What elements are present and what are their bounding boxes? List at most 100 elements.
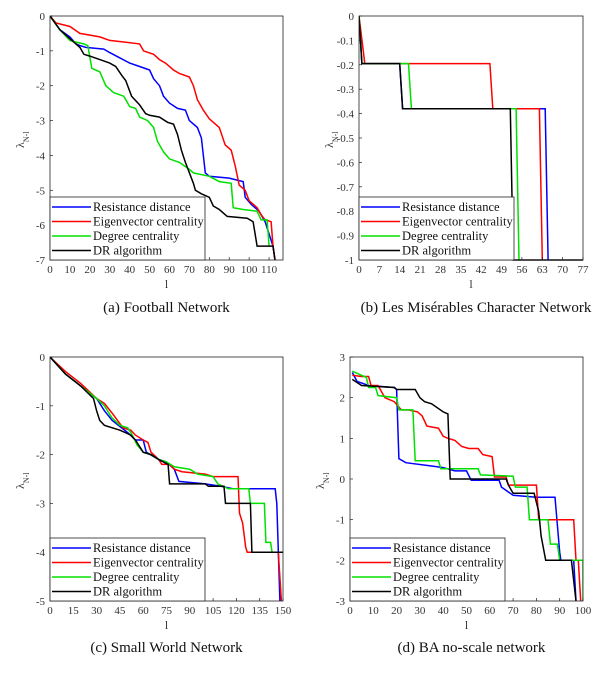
y-axis-label: λN-l: [322, 131, 340, 148]
legend-entry: Resistance distance: [402, 200, 500, 214]
y-tick-label: -0.2: [337, 60, 354, 72]
x-tick-label: 50: [144, 264, 156, 276]
y-tick-label: -1: [36, 46, 45, 58]
y-tick-label: 3: [340, 352, 346, 364]
y-tick-label: -0.9: [337, 231, 355, 243]
x-tick-label: 100: [575, 605, 592, 617]
legend-entry: Degree centrality: [402, 229, 489, 243]
x-tick-label: 90: [224, 264, 236, 276]
y-tick-label: -7: [36, 255, 46, 267]
series-line-dr-algorithm: [50, 356, 283, 553]
y-tick-label: -0.4: [337, 109, 355, 121]
y-tick-label: 0: [349, 11, 355, 23]
y-tick-label: -3: [336, 596, 346, 608]
x-tick-label: 70: [184, 264, 196, 276]
y-tick-label: 0: [40, 11, 46, 23]
series-line-dr-algorithm: [351, 378, 577, 602]
x-tick-label: 28: [435, 264, 447, 276]
y-axis-label: λN-l: [13, 472, 31, 489]
legend-entry: Eigenvector centrality: [393, 556, 504, 570]
series-line-eigenvector-centrality: [352, 374, 582, 602]
y-tick-label: -0.1: [337, 35, 354, 47]
x-tick-label: 35: [455, 264, 467, 276]
x-tick-label: 10: [64, 264, 76, 276]
x-tick-label: 7: [377, 264, 383, 276]
x-tick-label: 42: [476, 264, 487, 276]
series-line-eigenvector-centrality: [50, 356, 283, 602]
x-tick-label: 20: [391, 605, 403, 617]
series-line-dr-algorithm: [50, 15, 276, 261]
x-axis-label: l: [469, 277, 473, 291]
legend-entry: Eigenvector centrality: [402, 215, 513, 229]
x-tick-label: 60: [138, 605, 150, 617]
x-tick-label: 63: [537, 264, 549, 276]
x-tick-label: 135: [251, 605, 268, 617]
x-axis-label: l: [165, 277, 169, 291]
x-tick-label: 50: [461, 605, 473, 617]
legend-entry: Eigenvector centrality: [93, 215, 204, 229]
x-axis-label: l: [465, 618, 469, 632]
y-axis-label-subscript: N-l: [331, 131, 340, 142]
y-tick-label: -1: [36, 401, 45, 413]
legend-entry: Resistance distance: [393, 541, 491, 555]
x-tick-label: 75: [161, 605, 173, 617]
x-tick-label: 40: [124, 264, 136, 276]
y-axis-label-symbol: λ: [313, 483, 327, 489]
x-tick-label: 30: [104, 264, 116, 276]
legend-entry: Resistance distance: [93, 200, 191, 214]
y-tick-label: 0: [40, 352, 46, 364]
subplot-4: 0 10 20 30 40 50 60 70 80 90 1003210-1-2-3lλN-lRes…: [313, 352, 592, 656]
y-tick-label: -0.6: [337, 157, 355, 169]
legend-entry: Degree centrality: [93, 229, 180, 243]
legend-entry: Eigenvector centrality: [93, 556, 204, 570]
x-tick-label: 40: [438, 605, 450, 617]
series-line-degree-centrality: [351, 370, 583, 601]
x-tick-label: 30: [414, 605, 426, 617]
y-axis-label-symbol: λ: [13, 483, 27, 489]
x-tick-label: 10: [368, 605, 380, 617]
x-tick-label: 150: [275, 605, 292, 617]
series-line-degree-centrality: [50, 15, 270, 247]
subplot-caption: (c) Small World Network: [90, 640, 243, 656]
y-tick-label: 0: [340, 474, 346, 486]
y-tick-label: -0.5: [337, 133, 355, 145]
x-tick-label: 15: [68, 605, 80, 617]
y-tick-label: -3: [36, 116, 46, 128]
subplot-1: 0 10 20 30 40 50 60 70 80 90 100 110 0 -1 -2 -3 -4 -5 -6 -7…: [13, 11, 284, 316]
subplot-caption: (d) BA no-scale network: [398, 640, 546, 656]
y-tick-label: -2: [336, 555, 345, 567]
legend-entry: DR algorithm: [93, 585, 162, 599]
legend-entry: Resistance distance: [93, 541, 191, 555]
y-tick-label: -2: [36, 81, 45, 93]
x-tick-label: 0: [347, 605, 353, 617]
legend-entry: DR algorithm: [93, 244, 162, 258]
x-tick-label: 0: [47, 605, 53, 617]
series-line-degree-centrality: [50, 356, 283, 553]
y-tick-label: -3: [36, 498, 46, 510]
x-tick-label: 0: [47, 264, 53, 276]
subplot-2: 0 7 14 21 28 35 42 49 56 63 70 77 0 -0.1 -0.2 -0.3 -0.4 -…: [322, 11, 592, 316]
y-axis-label: λN-l: [313, 472, 331, 489]
subplot-caption: (b) Les Misérables Character Network: [361, 300, 592, 316]
y-tick-label: -0.7: [337, 182, 355, 194]
y-tick-label: -1: [345, 255, 354, 267]
series-line-resistance-distance: [50, 15, 276, 261]
x-tick-label: 77: [578, 264, 590, 276]
y-tick-label: -1: [336, 515, 345, 527]
legend-entry: DR algorithm: [402, 244, 471, 258]
x-tick-label: 105: [205, 605, 222, 617]
y-axis-label-subscript: N-l: [22, 472, 31, 483]
x-tick-label: 21: [415, 264, 426, 276]
y-axis-label-symbol: λ: [322, 142, 336, 148]
legend-entry: DR algorithm: [393, 585, 462, 599]
subplot-caption: (a) Football Network: [103, 300, 230, 316]
x-tick-label: 100: [241, 264, 258, 276]
x-tick-label: 120: [228, 605, 245, 617]
x-tick-label: 80: [531, 605, 543, 617]
y-axis-label-subscript: N-l: [322, 472, 331, 483]
y-tick-label: -4: [36, 150, 46, 162]
x-tick-label: 20: [84, 264, 96, 276]
series-line-eigenvector-centrality: [50, 15, 276, 261]
x-tick-label: 45: [114, 605, 126, 617]
